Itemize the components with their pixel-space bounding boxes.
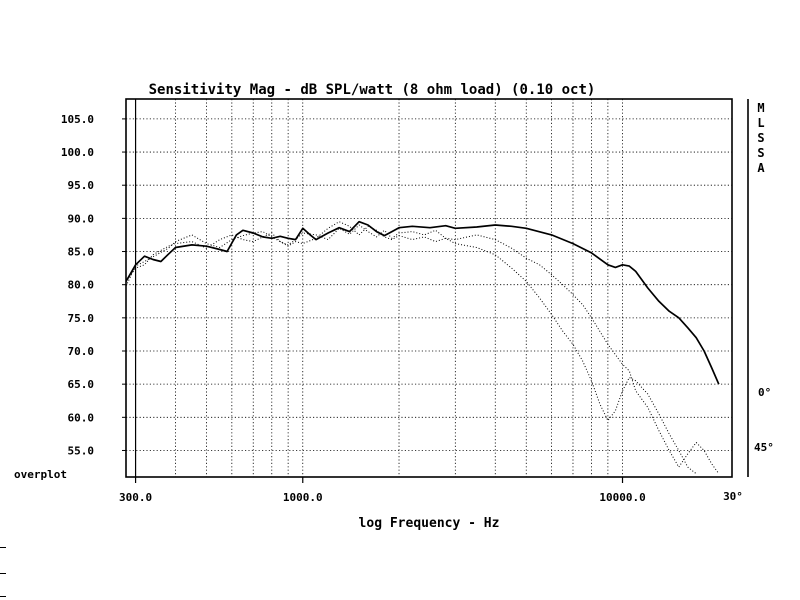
- curve-annotations: 0° 45° 30°: [723, 386, 774, 503]
- y-tick-label: 60.0: [68, 411, 95, 424]
- edge-mark: [0, 573, 6, 574]
- curve-annotation: 45°: [754, 441, 774, 454]
- y-tick-label: 85.0: [68, 246, 95, 259]
- x-axis-label: log Frequency - Hz: [359, 516, 500, 531]
- series-line-2: [125, 221, 697, 475]
- y-tick-label: 70.0: [68, 345, 95, 358]
- x-axis-ticks: 300.0 1000.0 10000.0: [119, 477, 646, 504]
- curve-annotation: 30°: [723, 490, 743, 503]
- edge-mark: [0, 596, 6, 597]
- edge-mark: [0, 547, 6, 548]
- plot-frame: [125, 98, 733, 478]
- grid-lines: [126, 99, 732, 477]
- side-label-letter: A: [757, 161, 765, 175]
- x-tick-label: 300.0: [119, 491, 152, 504]
- x-tick-label: 10000.0: [599, 491, 645, 504]
- y-tick-label: 75.0: [68, 312, 95, 325]
- y-tick-label: 65.0: [68, 378, 95, 391]
- side-label-letter: S: [757, 146, 764, 160]
- series-lines: [125, 220, 720, 475]
- y-tick-label: 95.0: [68, 179, 95, 192]
- curve-annotation: 0°: [758, 386, 771, 399]
- y-tick-label: 100.0: [61, 146, 94, 159]
- series-line-1: [125, 224, 720, 474]
- chart-title: Sensitivity Mag - dB SPL/watt (8 ohm loa…: [149, 82, 596, 98]
- series-line-0: [125, 220, 720, 385]
- side-label-letter: M: [757, 101, 764, 115]
- overplot-label: overplot: [14, 468, 67, 481]
- y-axis-ticks: 105.0 100.0 95.0 90.0 85.0 80.0 75.0 70.0 65.0 60…: [61, 113, 126, 457]
- y-tick-label: 80.0: [68, 279, 95, 292]
- y-tick-label: 105.0: [61, 113, 94, 126]
- side-label-letter: L: [757, 116, 764, 130]
- y-tick-label: 55.0: [68, 444, 95, 457]
- x-tick-label: 1000.0: [283, 491, 323, 504]
- side-label-letter: S: [757, 131, 764, 145]
- y-tick-label: 90.0: [68, 212, 95, 225]
